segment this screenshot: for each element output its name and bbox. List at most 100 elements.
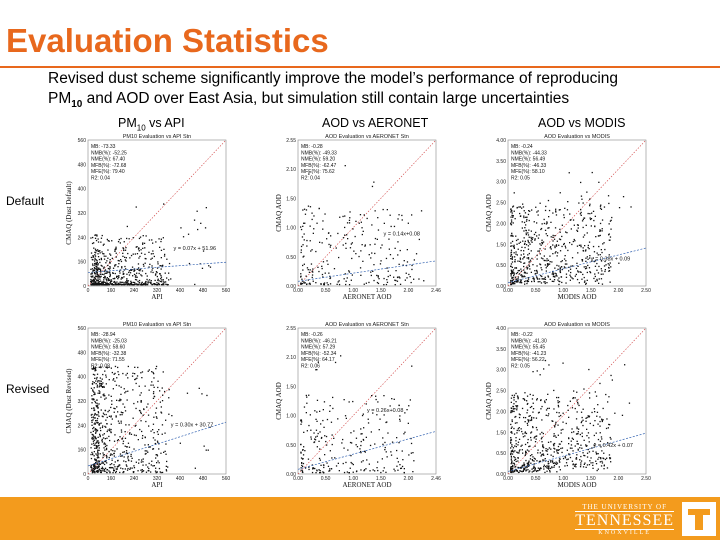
data-point <box>118 275 120 277</box>
x-tick-label: 400 <box>176 288 185 294</box>
data-point <box>95 432 97 434</box>
data-point <box>137 401 139 403</box>
data-point <box>511 466 513 468</box>
data-point <box>159 401 161 403</box>
data-point <box>305 412 307 414</box>
data-point <box>525 469 528 471</box>
data-point <box>303 282 305 284</box>
x-axis-label: AERONET AOD <box>342 481 391 489</box>
data-point <box>161 387 163 389</box>
data-point <box>575 466 577 468</box>
data-point <box>398 263 400 265</box>
data-point <box>581 447 583 449</box>
data-point <box>526 282 528 285</box>
data-point <box>543 466 545 468</box>
data-point <box>334 361 337 364</box>
data-point <box>381 244 383 246</box>
data-point <box>588 464 591 466</box>
subtitle-line-1: Revised dust scheme significantly improv… <box>48 70 619 87</box>
data-point <box>308 466 310 468</box>
data-point <box>520 249 522 252</box>
data-point <box>319 431 321 433</box>
title-rule <box>0 66 720 68</box>
data-point <box>589 255 591 257</box>
data-point <box>110 279 112 281</box>
data-point <box>524 280 526 283</box>
data-point <box>389 214 391 216</box>
x-tick-label: 240 <box>130 476 139 482</box>
data-point <box>104 438 106 440</box>
data-point <box>603 242 605 244</box>
data-point <box>104 370 106 372</box>
data-point <box>512 464 514 467</box>
x-tick-label: 2.00 <box>614 288 624 294</box>
data-point <box>99 392 101 394</box>
data-point <box>317 266 319 268</box>
data-point <box>144 385 146 387</box>
data-point <box>310 438 312 440</box>
stat-line: NME(%): 55.45 <box>511 345 545 351</box>
data-point <box>511 212 513 214</box>
data-point <box>95 268 97 270</box>
data-point <box>349 247 352 249</box>
data-point <box>545 233 547 235</box>
data-point <box>99 384 101 386</box>
data-point <box>119 453 122 455</box>
data-point <box>343 399 345 401</box>
data-point <box>598 282 600 284</box>
data-point <box>540 282 543 284</box>
data-point <box>122 255 124 257</box>
data-point <box>112 472 114 474</box>
data-point <box>552 253 554 255</box>
data-point <box>94 264 96 266</box>
data-point <box>107 240 109 242</box>
panel-aeronet-default: AOD Evaluation vs AERONET Stn y = 0.14x+0… <box>274 130 444 302</box>
data-point <box>554 423 557 425</box>
data-point <box>573 465 576 467</box>
data-point <box>94 435 96 438</box>
data-point <box>522 452 524 454</box>
data-point <box>122 471 125 473</box>
data-point <box>518 452 520 454</box>
data-point <box>201 393 203 395</box>
y-tick-label: 4.00 <box>496 138 506 144</box>
data-point <box>140 469 142 471</box>
data-point <box>609 458 611 460</box>
x-tick-label: 2.00 <box>404 288 414 294</box>
data-point <box>406 277 408 279</box>
data-point <box>386 267 388 269</box>
data-point <box>526 279 529 282</box>
data-point <box>93 451 95 453</box>
y-tick-label: 1.00 <box>286 226 296 232</box>
data-point <box>601 462 604 464</box>
data-point <box>610 219 612 221</box>
data-point <box>527 442 529 444</box>
data-point <box>142 435 144 437</box>
data-point <box>159 265 161 267</box>
data-point <box>160 274 162 277</box>
data-point <box>510 255 512 257</box>
data-point <box>302 256 304 258</box>
data-point <box>568 172 570 174</box>
data-point <box>530 240 532 242</box>
data-point <box>96 441 98 443</box>
data-point <box>410 452 412 454</box>
data-point <box>102 394 104 396</box>
data-point <box>90 252 93 254</box>
data-point <box>137 366 139 369</box>
data-point <box>101 415 103 417</box>
data-point <box>587 448 589 451</box>
data-point <box>530 419 532 422</box>
data-point <box>323 466 325 469</box>
data-point <box>580 411 583 413</box>
data-point <box>142 414 144 416</box>
data-point <box>103 443 105 445</box>
data-point <box>119 400 121 402</box>
data-point <box>585 420 587 422</box>
data-point <box>604 269 606 271</box>
data-point <box>600 446 602 448</box>
data-point <box>609 424 611 426</box>
data-point <box>516 451 518 453</box>
data-point <box>554 435 556 437</box>
